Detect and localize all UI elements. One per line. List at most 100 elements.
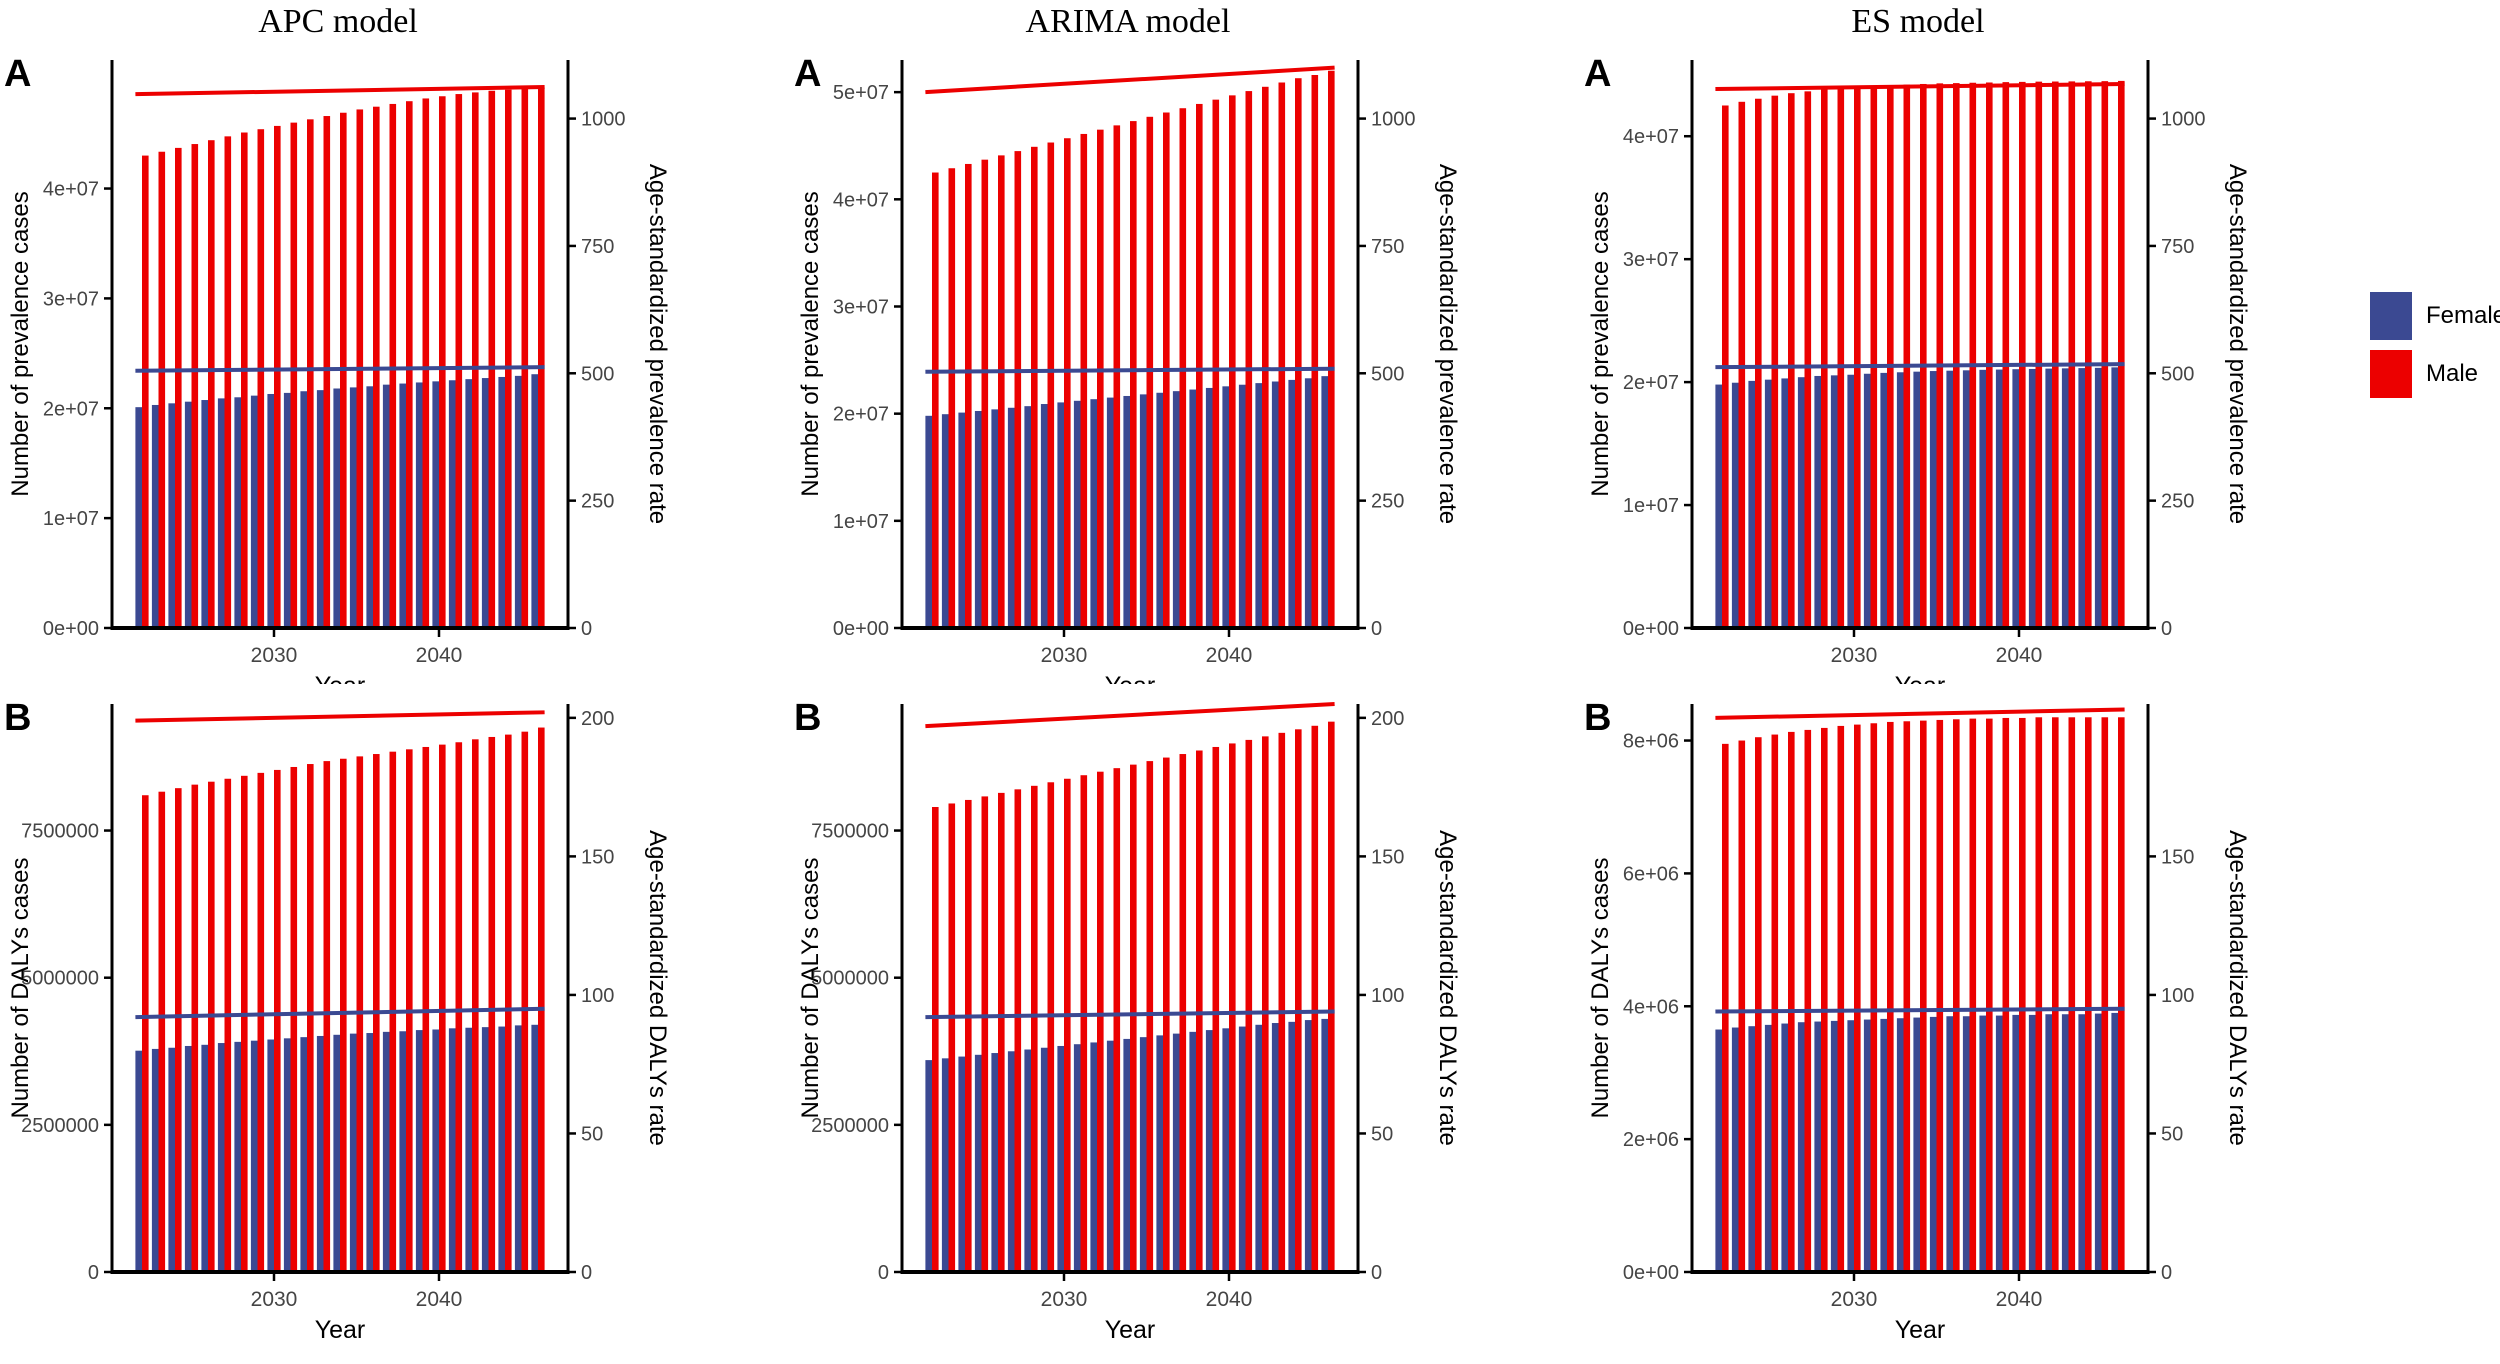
male-bar: [1854, 87, 1861, 629]
male-bar: [1097, 129, 1104, 628]
female-bar: [1255, 383, 1262, 628]
right-tick-label: 0: [2161, 1262, 2172, 1284]
male-bar: [1328, 70, 1335, 628]
male-bar: [538, 727, 545, 1272]
female-bar: [1189, 389, 1196, 628]
female-bar: [465, 379, 472, 628]
female-bar: [1106, 1040, 1114, 1272]
right-tick-label: 0: [1371, 1262, 1382, 1284]
female-bar: [2111, 1012, 2118, 1272]
panel-label: A: [794, 53, 821, 95]
right-tick-label: 200: [581, 708, 614, 730]
female-bar: [1057, 402, 1064, 628]
male-bar: [1196, 750, 1203, 1272]
female-bar: [1863, 373, 1871, 628]
male-bar: [1047, 142, 1055, 628]
female-bar: [2045, 1014, 2052, 1272]
male-bar: [1788, 731, 1795, 1272]
female-bar: [1156, 1035, 1163, 1272]
female-bar: [1715, 384, 1722, 628]
male-bar: [1936, 83, 1944, 628]
male-bar: [1738, 740, 1746, 1272]
male-bar: [307, 764, 314, 1272]
male-bar: [389, 103, 397, 628]
female-bar: [217, 398, 225, 628]
right-tick-label: 150: [1371, 846, 1404, 868]
left-tick-label: 7500000: [21, 821, 99, 843]
female-bar: [399, 383, 406, 628]
x-tick-label: 2040: [1206, 1288, 1253, 1311]
male-bar: [1804, 729, 1812, 1272]
female-bar: [1896, 1018, 1904, 1272]
female-bar: [1024, 406, 1031, 628]
female-bar: [481, 378, 489, 628]
female-bar: [1255, 1024, 1262, 1272]
right-tick-label: 1000: [2161, 109, 2206, 131]
x-tick-label: 2030: [1831, 1288, 1878, 1311]
male-bar: [1047, 782, 1055, 1272]
female-bar: [399, 1031, 406, 1272]
female-bar: [1073, 400, 1081, 628]
male-bar: [932, 807, 939, 1272]
female-bar: [1222, 386, 1229, 628]
female-bar: [349, 387, 357, 628]
female-bar: [201, 1044, 208, 1272]
female-bar: [1304, 378, 1312, 628]
male-bar: [965, 163, 972, 628]
female-bar: [448, 1028, 456, 1272]
female-bar: [1205, 387, 1213, 628]
female-bar: [1288, 1021, 1295, 1272]
female-bar: [1995, 1015, 2003, 1272]
male-bar: [1854, 724, 1861, 1272]
male-bar: [948, 803, 956, 1272]
female-bar: [151, 404, 159, 628]
female-rate-line: [1715, 362, 2125, 370]
right-tick-label: 750: [1371, 236, 1404, 258]
male-bar: [2118, 80, 2125, 628]
female-bar: [283, 392, 291, 628]
left-tick-label: 3e+07: [833, 296, 889, 318]
male-bar: [981, 796, 989, 1272]
male-bar: [455, 742, 463, 1272]
male-bar: [208, 140, 215, 628]
male-bar: [1262, 86, 1269, 628]
female-bar: [1172, 1033, 1180, 1272]
female-bar: [1715, 1029, 1722, 1272]
right-tick-label: 0: [1371, 618, 1382, 640]
male-bar: [158, 791, 166, 1272]
female-bar: [1995, 369, 2003, 628]
male-bar: [998, 155, 1005, 628]
female-bar: [217, 1043, 225, 1272]
left-tick-label: 2500000: [21, 1115, 99, 1137]
column-title-es: ES model: [1851, 3, 1985, 40]
male-bar: [307, 119, 314, 628]
left-tick-label: 4e+07: [833, 189, 889, 211]
male-bar: [455, 94, 463, 628]
female-bar: [1007, 407, 1015, 628]
male-bar: [2002, 717, 2010, 1272]
left-tick-label: 5000000: [21, 968, 99, 990]
right-tick-label: 750: [2161, 236, 2194, 258]
column-arima: ARIMA model 0e+00 1e+07 2e+07 3e+07 4e+07 5e+…: [790, 0, 1580, 1364]
male-bar: [1722, 743, 1729, 1272]
male-bar: [965, 799, 972, 1272]
left-tick-label: 2e+07: [1623, 372, 1679, 394]
male-bar: [1870, 85, 1878, 628]
female-bar: [1847, 374, 1854, 628]
male-bar: [274, 769, 281, 1272]
female-bar: [1748, 1026, 1755, 1272]
female-bar: [925, 1060, 932, 1272]
male-bar: [2118, 717, 2125, 1272]
male-rate-line: [925, 702, 1335, 729]
female-bar: [2094, 367, 2102, 628]
male-bar: [274, 125, 281, 628]
female-bar: [1123, 1038, 1130, 1272]
right-tick-label: 200: [1371, 708, 1404, 730]
male-bar: [1245, 91, 1253, 629]
right-axis-title: Age-standardized prevalence rate: [1434, 164, 1461, 524]
right-tick-label: 50: [1371, 1123, 1393, 1145]
male-bar: [1821, 89, 1828, 629]
right-tick-label: 50: [581, 1123, 603, 1145]
male-bar: [2101, 81, 2109, 629]
female-bar: [1797, 1022, 1805, 1272]
